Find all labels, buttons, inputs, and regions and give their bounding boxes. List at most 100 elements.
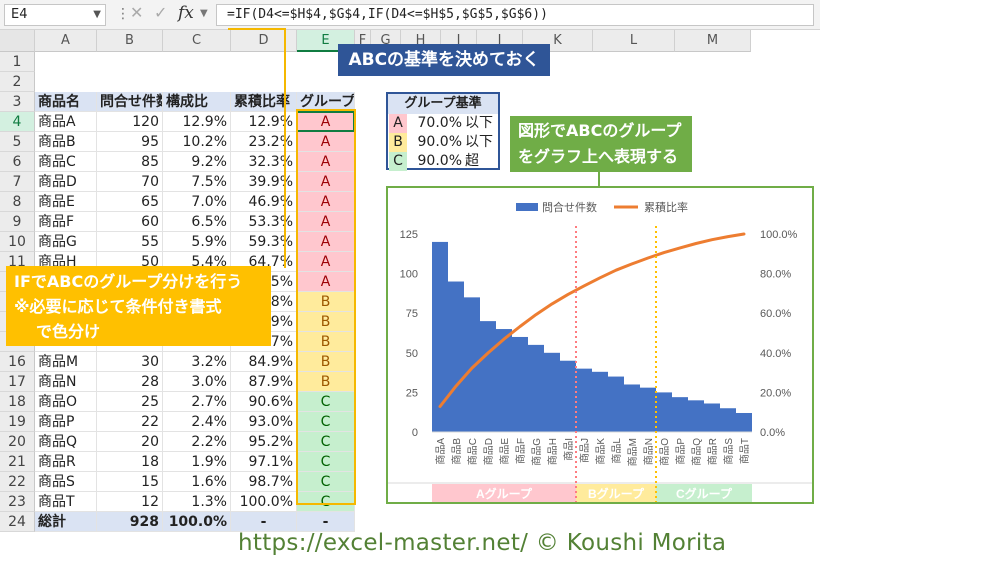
ratio-cell[interactable]: 2.4%	[163, 412, 231, 432]
table-header-cell[interactable]: 累積比率	[231, 92, 297, 112]
product-name-cell[interactable]: 商品E	[35, 192, 97, 212]
column-header-m[interactable]: M	[675, 30, 751, 52]
inquiry-count-cell[interactable]: 85	[97, 152, 163, 172]
row-header-17[interactable]: 17	[0, 372, 35, 392]
ratio-cell[interactable]: 1.3%	[163, 492, 231, 512]
product-name-cell[interactable]: 商品M	[35, 352, 97, 372]
inquiry-count-cell[interactable]: 18	[97, 452, 163, 472]
insert-function-icon[interactable]: fx	[178, 3, 194, 23]
cancel-icon[interactable]: ✕	[130, 3, 144, 22]
row-header-20[interactable]: 20	[0, 432, 35, 452]
row-header-3[interactable]: 3	[0, 92, 35, 112]
cumulative-ratio-cell[interactable]: 98.7%	[231, 472, 297, 492]
row-header-9[interactable]: 9	[0, 212, 35, 232]
row-header-23[interactable]: 23	[0, 492, 35, 512]
product-name-cell[interactable]: 商品Q	[35, 432, 97, 452]
row-header-16[interactable]: 16	[0, 352, 35, 372]
ratio-cell[interactable]: 7.0%	[163, 192, 231, 212]
inquiry-count-cell[interactable]: 15	[97, 472, 163, 492]
column-header-a[interactable]: A	[35, 30, 97, 52]
cumulative-ratio-cell[interactable]: 12.9%	[231, 112, 297, 132]
inquiry-count-cell[interactable]: 70	[97, 172, 163, 192]
cumulative-ratio-cell[interactable]: 93.0%	[231, 412, 297, 432]
row-header-19[interactable]: 19	[0, 412, 35, 432]
cumulative-ratio-cell[interactable]: 97.1%	[231, 452, 297, 472]
ratio-cell[interactable]: 1.6%	[163, 472, 231, 492]
total-row-cell[interactable]: 100.0%	[163, 512, 231, 532]
inquiry-count-cell[interactable]: 30	[97, 352, 163, 372]
confirm-icon[interactable]: ✓	[154, 3, 168, 22]
table-header-cell[interactable]: 構成比	[163, 92, 231, 112]
product-name-cell[interactable]: 商品S	[35, 472, 97, 492]
row-header-2[interactable]: 2	[0, 72, 35, 92]
inquiry-count-cell[interactable]: 65	[97, 192, 163, 212]
ratio-cell[interactable]: 12.9%	[163, 112, 231, 132]
product-name-cell[interactable]: 商品O	[35, 392, 97, 412]
ratio-cell[interactable]: 2.7%	[163, 392, 231, 412]
row-header-8[interactable]: 8	[0, 192, 35, 212]
ratio-cell[interactable]: 2.2%	[163, 432, 231, 452]
row-header-24[interactable]: 24	[0, 512, 35, 532]
cumulative-ratio-cell[interactable]: 100.0%	[231, 492, 297, 512]
product-name-cell[interactable]: 商品T	[35, 492, 97, 512]
ratio-cell[interactable]: 6.5%	[163, 212, 231, 232]
ratio-cell[interactable]: 5.9%	[163, 232, 231, 252]
inquiry-count-cell[interactable]: 28	[97, 372, 163, 392]
row-header-1[interactable]: 1	[0, 52, 35, 72]
product-name-cell[interactable]: 商品P	[35, 412, 97, 432]
cumulative-ratio-cell[interactable]: 90.6%	[231, 392, 297, 412]
product-name-cell[interactable]: 商品N	[35, 372, 97, 392]
total-row-cell[interactable]: 総計	[35, 512, 97, 532]
formula-input[interactable]: =IF(D4<=$H$4,$G$4,IF(D4<=$H$5,$G$5,$G$6)…	[216, 4, 814, 26]
ratio-cell[interactable]: 3.0%	[163, 372, 231, 392]
ratio-cell[interactable]: 3.2%	[163, 352, 231, 372]
cumulative-ratio-cell[interactable]: 95.2%	[231, 432, 297, 452]
ratio-cell[interactable]: 1.9%	[163, 452, 231, 472]
inquiry-count-cell[interactable]: 12	[97, 492, 163, 512]
total-row-cell[interactable]: -	[297, 512, 355, 532]
select-all-corner[interactable]	[0, 30, 35, 52]
inquiry-count-cell[interactable]: 55	[97, 232, 163, 252]
ratio-cell[interactable]: 9.2%	[163, 152, 231, 172]
inquiry-count-cell[interactable]: 95	[97, 132, 163, 152]
column-header-l[interactable]: L	[593, 30, 675, 52]
row-header-18[interactable]: 18	[0, 392, 35, 412]
cumulative-ratio-cell[interactable]: 23.2%	[231, 132, 297, 152]
row-header-21[interactable]: 21	[0, 452, 35, 472]
row-header-22[interactable]: 22	[0, 472, 35, 492]
inquiry-count-cell[interactable]: 22	[97, 412, 163, 432]
product-name-cell[interactable]: 商品B	[35, 132, 97, 152]
inquiry-count-cell[interactable]: 60	[97, 212, 163, 232]
cumulative-ratio-cell[interactable]: 53.3%	[231, 212, 297, 232]
column-header-b[interactable]: B	[97, 30, 163, 52]
more-icon[interactable]: ⋮	[116, 6, 130, 22]
product-name-cell[interactable]: 商品R	[35, 452, 97, 472]
product-name-cell[interactable]: 商品F	[35, 212, 97, 232]
total-row-cell[interactable]: -	[231, 512, 297, 532]
cumulative-ratio-cell[interactable]: 59.3%	[231, 232, 297, 252]
inquiry-count-cell[interactable]: 25	[97, 392, 163, 412]
product-name-cell[interactable]: 商品G	[35, 232, 97, 252]
row-header-5[interactable]: 5	[0, 132, 35, 152]
table-header-cell[interactable]: 問合せ件数	[97, 92, 163, 112]
chevron-down-icon[interactable]: ▼	[93, 9, 101, 20]
row-header-10[interactable]: 10	[0, 232, 35, 252]
name-box[interactable]: E4 ▼	[4, 4, 106, 26]
row-header-7[interactable]: 7	[0, 172, 35, 192]
table-header-cell[interactable]: 商品名	[35, 92, 97, 112]
ratio-cell[interactable]: 10.2%	[163, 132, 231, 152]
product-name-cell[interactable]: 商品C	[35, 152, 97, 172]
inquiry-count-cell[interactable]: 20	[97, 432, 163, 452]
chevron-down-icon[interactable]: ▼	[200, 8, 208, 19]
column-header-d[interactable]: D	[231, 30, 297, 52]
pareto-chart[interactable]: Aグループ Bグループ Cグループ 0 25 50 75 100 125 0.0% 20.0% 40.…	[386, 186, 814, 504]
inquiry-count-cell[interactable]: 120	[97, 112, 163, 132]
product-name-cell[interactable]: 商品A	[35, 112, 97, 132]
row-header-6[interactable]: 6	[0, 152, 35, 172]
cumulative-ratio-cell[interactable]: 46.9%	[231, 192, 297, 212]
cumulative-ratio-cell[interactable]: 32.3%	[231, 152, 297, 172]
ratio-cell[interactable]: 7.5%	[163, 172, 231, 192]
cumulative-ratio-cell[interactable]: 87.9%	[231, 372, 297, 392]
cumulative-ratio-cell[interactable]: 84.9%	[231, 352, 297, 372]
total-row-cell[interactable]: 928	[97, 512, 163, 532]
